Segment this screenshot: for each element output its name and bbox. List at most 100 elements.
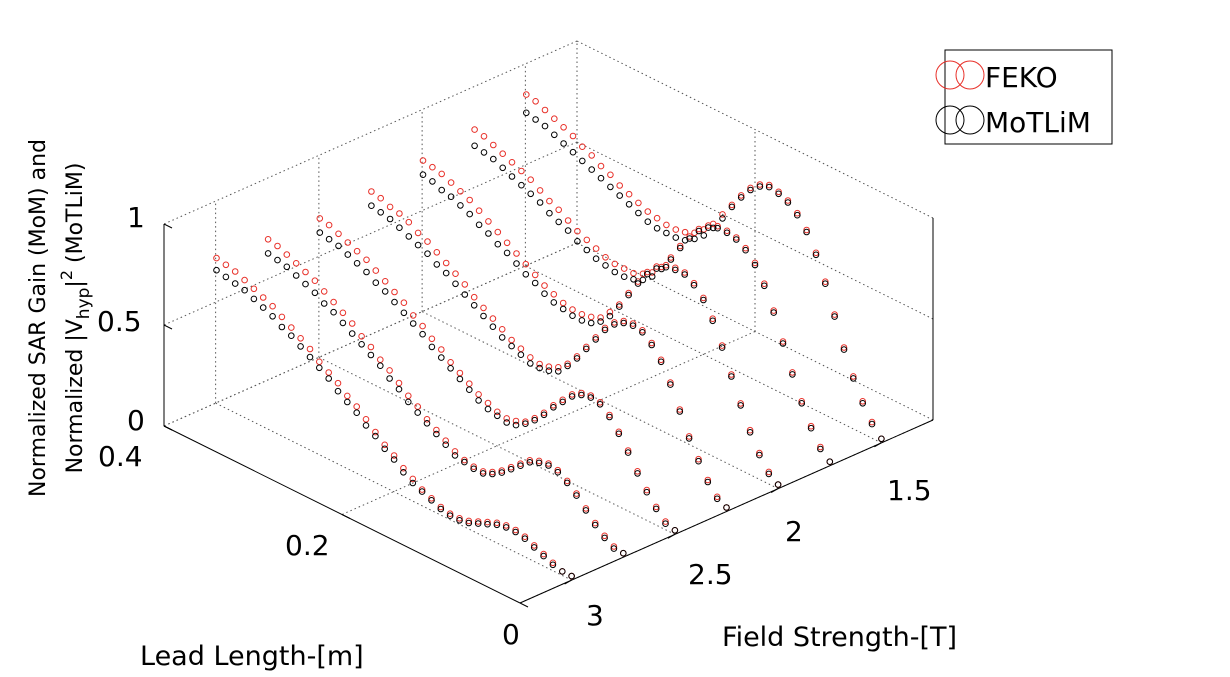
data-point-motlim — [526, 459, 534, 466]
data-point-motlim — [728, 373, 735, 380]
data-point-feko — [521, 533, 529, 541]
data-point-feko — [775, 188, 782, 196]
data-point-feko — [471, 126, 478, 133]
data-point-motlim — [672, 234, 680, 241]
data-point-feko — [681, 269, 689, 276]
data-point-feko — [475, 391, 482, 398]
data-point-feko — [765, 181, 773, 189]
data-point-motlim — [522, 420, 529, 428]
data-point-feko — [484, 518, 491, 526]
data-point-motlim — [822, 280, 829, 288]
data-point-motlim — [513, 260, 520, 267]
data-point-feko — [746, 426, 754, 434]
data-point-feko — [231, 268, 239, 275]
data-point-motlim — [573, 492, 580, 499]
data-point-feko — [550, 402, 557, 409]
data-point-motlim — [582, 507, 590, 514]
data-point-feko — [549, 559, 557, 567]
data-point-motlim — [502, 524, 510, 531]
data-point-motlim — [634, 280, 642, 287]
data-point-motlim — [545, 462, 552, 469]
data-point-feko — [695, 225, 703, 233]
data-point-motlim — [433, 261, 441, 268]
data-point-motlim — [592, 255, 600, 263]
data-point-motlim — [311, 289, 319, 297]
data-point-motlim — [587, 394, 595, 401]
data-point-motlim — [503, 249, 511, 257]
data-point-feko — [396, 210, 403, 217]
data-point-feko — [522, 418, 529, 426]
data-point-feko — [545, 460, 552, 467]
data-point-motlim — [241, 286, 248, 294]
data-point-motlim — [442, 441, 450, 449]
data-point-motlim — [704, 478, 712, 486]
data-point-motlim — [807, 424, 815, 432]
data-point-motlim — [222, 273, 230, 281]
data-point-feko — [414, 403, 422, 410]
data-point-feko — [414, 229, 422, 237]
x-tick-mark — [770, 488, 779, 494]
data-point-feko — [518, 167, 525, 175]
data-point-feko — [601, 324, 609, 332]
data-point-feko — [546, 197, 553, 205]
data-point-feko — [591, 519, 599, 527]
data-point-feko — [676, 406, 684, 413]
data-point-feko — [517, 345, 525, 353]
data-point-motlim — [635, 209, 642, 217]
data-point-feko — [527, 354, 534, 361]
data-point-motlim — [480, 149, 488, 156]
data-point-motlim — [325, 375, 333, 382]
data-point-feko — [447, 359, 454, 366]
z-tick-mark — [163, 425, 173, 431]
data-point-motlim — [446, 512, 454, 520]
data-point-feko — [306, 345, 314, 353]
x-tick-mark — [667, 533, 676, 539]
data-point-feko — [545, 363, 553, 371]
data-point-motlim — [381, 288, 389, 295]
data-point-feko — [602, 253, 609, 261]
data-point-feko — [629, 320, 637, 327]
data-point-feko — [493, 519, 501, 527]
data-point-feko — [840, 344, 848, 351]
legend-marker-motlim — [935, 105, 965, 135]
data-point-feko — [353, 247, 361, 255]
data-point-motlim — [545, 367, 553, 375]
data-point-motlim — [297, 343, 304, 350]
data-point-motlim — [587, 319, 595, 327]
data-point-feko — [644, 208, 652, 215]
back-wall-grid-line — [163, 141, 578, 326]
data-point-motlim — [377, 209, 385, 216]
x-tick-label: 1.5 — [887, 474, 932, 507]
data-point-motlim — [630, 276, 637, 283]
data-point-feko — [587, 392, 595, 399]
data-point-motlim — [213, 266, 220, 274]
floor-grid-line — [525, 265, 882, 444]
data-point-motlim — [518, 181, 525, 189]
data-point-motlim — [616, 192, 624, 199]
data-point-motlim — [358, 341, 365, 348]
x-tick-label: 3 — [586, 599, 604, 632]
floor-grid-line — [318, 356, 676, 535]
data-point-motlim — [695, 457, 702, 465]
data-point-feko — [405, 218, 413, 226]
data-point-feko — [489, 468, 496, 476]
data-point-feko — [573, 490, 580, 497]
data-point-motlim — [700, 296, 707, 304]
grid-lines — [163, 40, 934, 604]
data-point-motlim — [259, 304, 267, 311]
data-point-feko — [409, 475, 417, 483]
data-point-motlim — [367, 351, 375, 359]
data-point-motlim — [527, 190, 535, 198]
data-point-feko — [794, 209, 801, 217]
data-point-feko — [484, 399, 492, 407]
data-point-feko — [625, 289, 632, 297]
data-point-feko — [784, 197, 792, 204]
data-point-motlim — [573, 355, 581, 362]
data-point-motlim — [344, 398, 351, 406]
data-point-motlim — [840, 346, 848, 353]
data-point-feko — [733, 234, 740, 241]
data-point-motlim — [826, 458, 834, 466]
data-point-feko — [676, 242, 684, 250]
data-point-feko — [681, 228, 689, 236]
